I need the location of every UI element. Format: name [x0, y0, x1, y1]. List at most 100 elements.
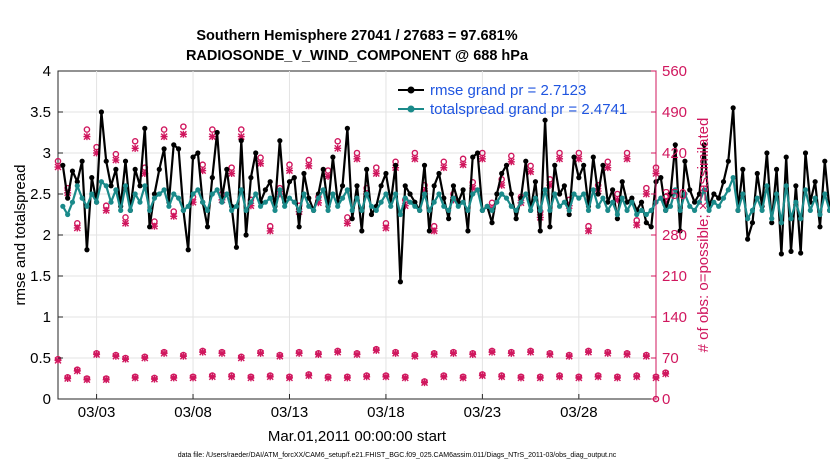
data-point-obs-assimilated-lower-cluster — [527, 348, 535, 356]
data-point-totalspread — [209, 191, 215, 197]
data-point-totalspread — [103, 183, 109, 189]
data-point-rmse — [397, 279, 404, 285]
data-point-rmse — [494, 191, 500, 197]
data-point-totalspread — [175, 195, 182, 201]
data-point-totalspread — [248, 199, 254, 205]
data-point-totalspread — [634, 211, 640, 218]
data-point-rmse — [446, 216, 452, 222]
data-point-obs-assimilated-lower-cluster — [411, 352, 419, 360]
data-point-totalspread — [484, 203, 490, 209]
data-point-rmse — [542, 117, 548, 123]
data-point-totalspread — [417, 207, 423, 213]
data-point-rmse — [286, 179, 293, 185]
data-point-rmse — [175, 146, 182, 152]
data-point-totalspread — [93, 199, 100, 205]
data-point-totalspread — [730, 175, 736, 181]
data-point-rmse — [754, 170, 760, 177]
data-point-rmse — [503, 162, 510, 168]
data-point-obs-assimilated-lower-cluster — [305, 372, 313, 380]
data-point-totalspread — [98, 179, 105, 185]
data-point-rmse — [749, 220, 756, 226]
data-point-obs-assimilated-upper-cluster — [266, 227, 274, 235]
data-point-obs-assimilated-upper-cluster — [83, 133, 91, 141]
data-point-totalspread — [455, 203, 461, 209]
data-point-obs-possible-upper-cluster — [131, 137, 139, 145]
data-point-obs-assimilated-lower-cluster — [199, 348, 207, 356]
data-point-totalspread — [629, 199, 635, 205]
data-point-rmse — [450, 183, 457, 189]
data-point-rmse — [151, 191, 158, 197]
data-point-rmse — [470, 154, 476, 160]
data-point-totalspread — [233, 203, 240, 209]
y-tick-right-label: 350 — [662, 186, 687, 203]
data-point-totalspread — [528, 207, 534, 213]
data-point-obs-assimilated-lower-cluster — [218, 349, 226, 357]
data-point-obs-assimilated-upper-cluster — [546, 181, 554, 189]
data-point-totalspread — [508, 203, 514, 209]
data-point-rmse — [590, 154, 596, 160]
y-tick-right-label: 70 — [662, 350, 679, 367]
data-point-totalspread — [69, 199, 76, 205]
data-point-totalspread — [171, 191, 177, 197]
legend-totalspread-label: totalspread grand pr = 2.4741 — [430, 101, 627, 118]
data-point-totalspread — [388, 203, 394, 209]
data-point-obs-assimilated-upper-cluster — [189, 198, 197, 206]
data-point-totalspread — [421, 191, 428, 197]
data-point-rmse — [320, 166, 326, 172]
data-point-obs-assimilated-upper-cluster — [73, 224, 81, 232]
data-point-obs-assimilated-lower-cluster — [73, 367, 81, 375]
data-point-obs-assimilated-upper-cluster — [411, 155, 419, 163]
data-point-totalspread — [320, 187, 326, 193]
data-point-totalspread — [542, 187, 548, 193]
data-point-obs-assimilated-upper-cluster — [527, 168, 535, 176]
data-point-obs-assimilated-lower-cluster — [623, 350, 631, 358]
data-point-rmse — [383, 170, 389, 177]
chart-title-line1: Southern Hemisphere 27041 / 27683 = 97.6… — [196, 28, 517, 44]
y-tick-right-label: 140 — [662, 309, 687, 326]
data-point-obs-assimilated-upper-cluster — [440, 164, 448, 172]
data-point-rmse — [571, 154, 577, 160]
data-point-totalspread — [460, 199, 466, 205]
data-point-rmse — [764, 150, 770, 156]
data-point-obs-assimilated-upper-cluster — [459, 161, 467, 169]
data-point-totalspread — [798, 216, 804, 222]
data-point-obs-assimilated-upper-cluster — [160, 133, 168, 141]
data-point-totalspread — [79, 195, 85, 201]
data-point-totalspread — [720, 195, 727, 201]
data-point-rmse — [725, 158, 731, 164]
data-point-rmse — [508, 191, 514, 197]
legend-rmse-marker — [407, 86, 415, 94]
data-point-rmse — [349, 216, 355, 222]
data-point-totalspread — [412, 203, 418, 209]
data-point-rmse — [147, 224, 153, 230]
legend-rmse-label: rmse grand pr = 2.7123 — [430, 82, 586, 99]
data-point-obs-assimilated-upper-cluster — [382, 224, 390, 232]
data-point-obs-assimilated-upper-cluster — [575, 155, 583, 163]
data-point-totalspread — [706, 207, 712, 213]
data-point-totalspread — [489, 207, 495, 213]
data-point-obs-assimilated-upper-cluster — [478, 155, 486, 163]
data-point-totalspread — [764, 183, 770, 189]
data-point-rmse — [605, 199, 611, 205]
data-point-totalspread — [822, 191, 828, 197]
data-point-totalspread — [624, 207, 630, 213]
data-point-totalspread — [667, 203, 674, 209]
y-tick-left-label: 0 — [43, 391, 51, 408]
data-point-obs-assimilated-lower-cluster — [536, 374, 544, 382]
data-point-rmse — [730, 105, 736, 111]
data-point-rmse — [339, 183, 346, 189]
data-point-obs-assimilated-upper-cluster — [604, 164, 612, 172]
data-point-obs-assimilated-lower-cluster — [662, 370, 670, 378]
data-point-obs-assimilated-lower-cluster — [64, 375, 72, 382]
data-point-obs-assimilated-lower-cluster — [150, 375, 158, 383]
data-point-obs-assimilated-lower-cluster — [102, 376, 110, 384]
data-point-totalspread — [537, 207, 543, 213]
data-point-totalspread — [556, 203, 563, 209]
data-point-totalspread — [368, 203, 375, 209]
data-point-obs-assimilated-lower-cluster — [112, 352, 120, 360]
data-point-obs-assimilated-upper-cluster — [257, 160, 265, 168]
data-point-totalspread — [166, 203, 172, 209]
data-point-obs-assimilated-upper-cluster — [237, 133, 245, 141]
data-point-totalspread — [716, 203, 722, 209]
y-tick-right-label: 210 — [662, 268, 687, 285]
